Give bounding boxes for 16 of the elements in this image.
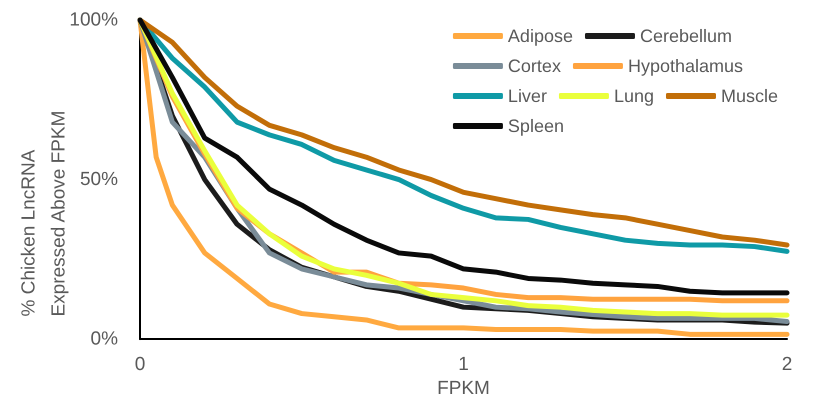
legend-label: Hypothalamus (628, 56, 744, 76)
legend-label: Cerebellum (640, 26, 732, 46)
y-tick-label: 100% (69, 10, 118, 30)
legend-label: Cortex (508, 56, 561, 76)
y-axis-title: % Chicken LncRNA Expressed Above FPKM (18, 110, 70, 316)
x-axis-title: FPKM (437, 378, 490, 399)
x-tick-label: 0 (134, 354, 146, 376)
legend-label: Muscle (720, 86, 778, 106)
x-tick-label: 2 (782, 354, 792, 376)
x-tick-label: 1 (458, 354, 469, 376)
legend-label: Lung (614, 86, 654, 106)
y-tick-label: 0% (90, 328, 118, 350)
y-tick-label: 50% (80, 169, 118, 190)
legend-label: Adipose (508, 26, 573, 46)
legend-label: Spleen (508, 116, 564, 136)
legend-label: Liver (508, 86, 547, 106)
